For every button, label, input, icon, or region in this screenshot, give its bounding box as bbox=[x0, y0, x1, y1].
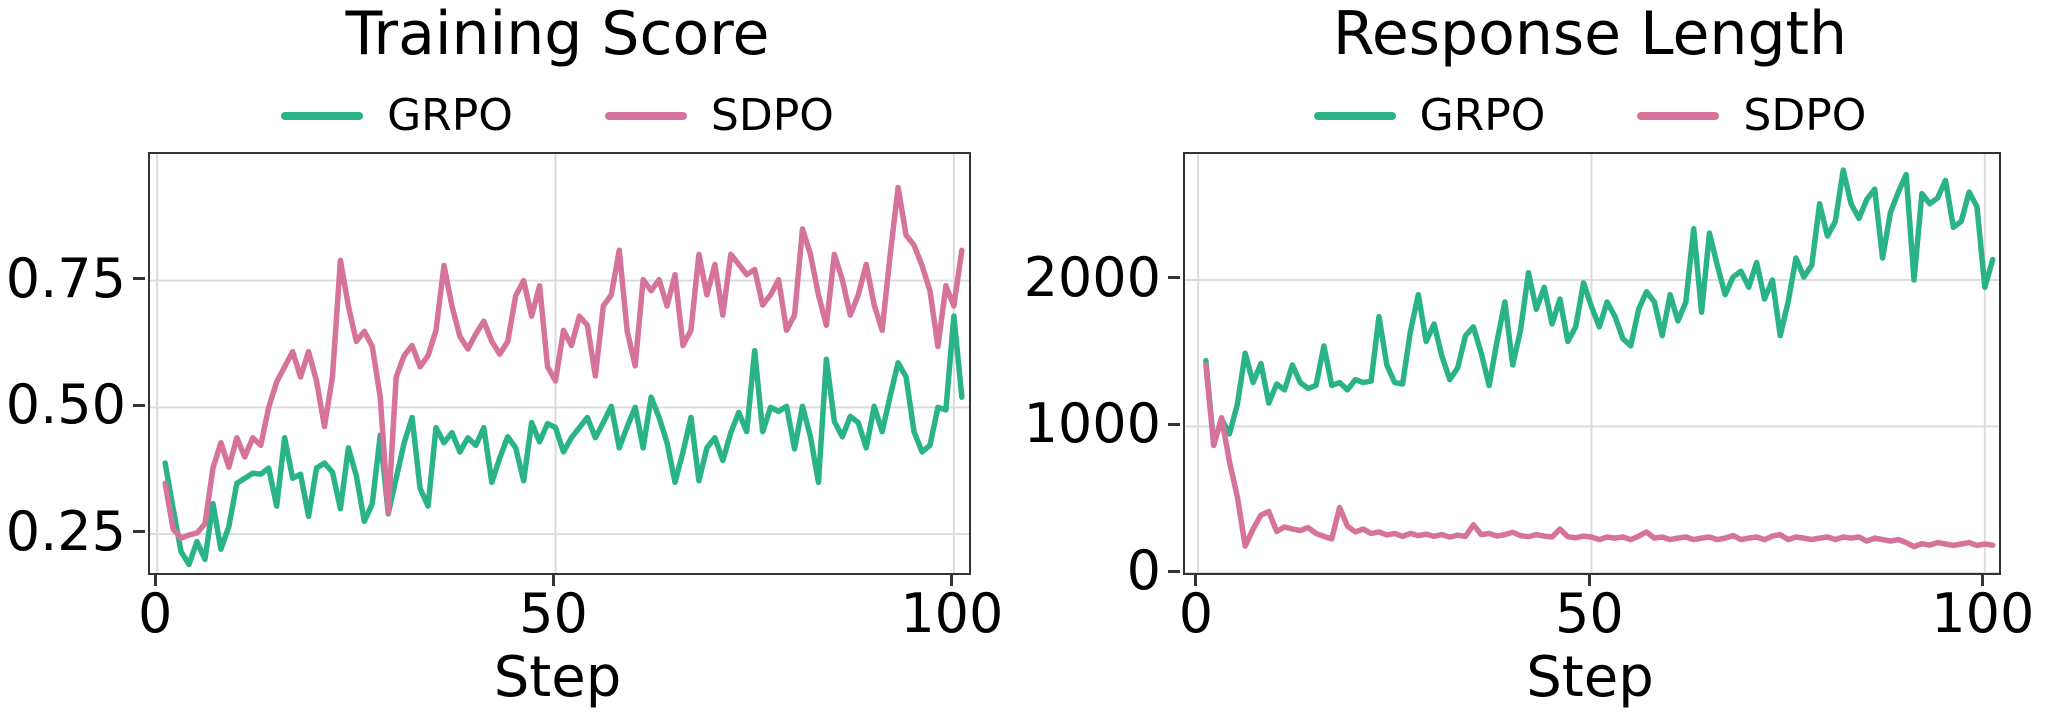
chart-title: Training Score bbox=[345, 0, 770, 69]
x-tick-mark bbox=[1981, 574, 1985, 586]
chart-response-length: Response Length GRPO SDPO Step 0 50 100 0 10… bbox=[1024, 0, 2048, 719]
x-axis-label: Step bbox=[1526, 645, 1654, 710]
y-tick-mark bbox=[1168, 569, 1180, 573]
plot-area bbox=[148, 152, 971, 575]
y-tick-mark bbox=[133, 277, 145, 281]
x-tick-label: 0 bbox=[1178, 582, 1214, 645]
y-tick-label: 0.75 bbox=[5, 246, 126, 310]
y-tick-mark bbox=[133, 403, 145, 407]
y-tick-mark bbox=[1168, 422, 1180, 426]
grpo-legend-line-icon bbox=[1313, 112, 1396, 120]
legend-item-grpo: GRPO bbox=[1313, 90, 1546, 141]
legend: GRPO SDPO bbox=[1183, 94, 1997, 138]
legend-label-sdpo: SDPO bbox=[1743, 90, 1867, 141]
grpo-line bbox=[162, 313, 965, 568]
sdpo-legend-line-icon bbox=[1637, 112, 1720, 120]
legend: GRPO SDPO bbox=[148, 94, 967, 138]
x-tick-label: 100 bbox=[900, 582, 1004, 645]
chart-title: Response Length bbox=[1332, 0, 1848, 69]
sdpo-legend-line-icon bbox=[604, 112, 687, 120]
x-tick-mark bbox=[1587, 574, 1591, 586]
grpo-line bbox=[1203, 167, 1996, 447]
chart-training-score: Training Score GRPO SDPO Step 0 50 100 0.25… bbox=[5, 0, 1004, 710]
plot-area bbox=[1183, 152, 2001, 575]
y-tick-mark bbox=[1168, 276, 1180, 280]
plot-canvas bbox=[1185, 154, 1999, 573]
legend-item-sdpo: SDPO bbox=[1637, 94, 1866, 138]
y-tick-label: 0.25 bbox=[5, 499, 126, 563]
y-tick-label: 0.50 bbox=[5, 373, 126, 437]
legend-item-sdpo: SDPO bbox=[604, 90, 834, 141]
legend-label-grpo: GRPO bbox=[1419, 90, 1546, 141]
grpo-legend-line-icon bbox=[281, 112, 364, 120]
x-tick-label: 50 bbox=[519, 582, 588, 645]
x-tick-label: 50 bbox=[1555, 582, 1624, 645]
y-tick-label: 1000 bbox=[1023, 392, 1161, 456]
legend-label-grpo: GRPO bbox=[387, 90, 513, 141]
x-tick-label: 100 bbox=[1931, 582, 2035, 645]
sdpo-line bbox=[162, 184, 965, 541]
x-tick-mark bbox=[153, 574, 157, 586]
x-axis-label: Step bbox=[493, 645, 622, 710]
x-tick-label: 0 bbox=[137, 582, 173, 645]
sdpo-line bbox=[1203, 362, 1996, 550]
x-tick-mark bbox=[1194, 574, 1198, 586]
y-tick-mark bbox=[133, 530, 145, 534]
legend-item-grpo: GRPO bbox=[281, 94, 513, 138]
plot-canvas bbox=[150, 154, 969, 573]
legend-label-sdpo: SDPO bbox=[710, 90, 834, 141]
y-tick-label: 0 bbox=[1126, 539, 1161, 602]
x-tick-mark bbox=[552, 574, 556, 586]
x-tick-mark bbox=[950, 574, 954, 586]
y-tick-label: 2000 bbox=[1023, 245, 1161, 309]
